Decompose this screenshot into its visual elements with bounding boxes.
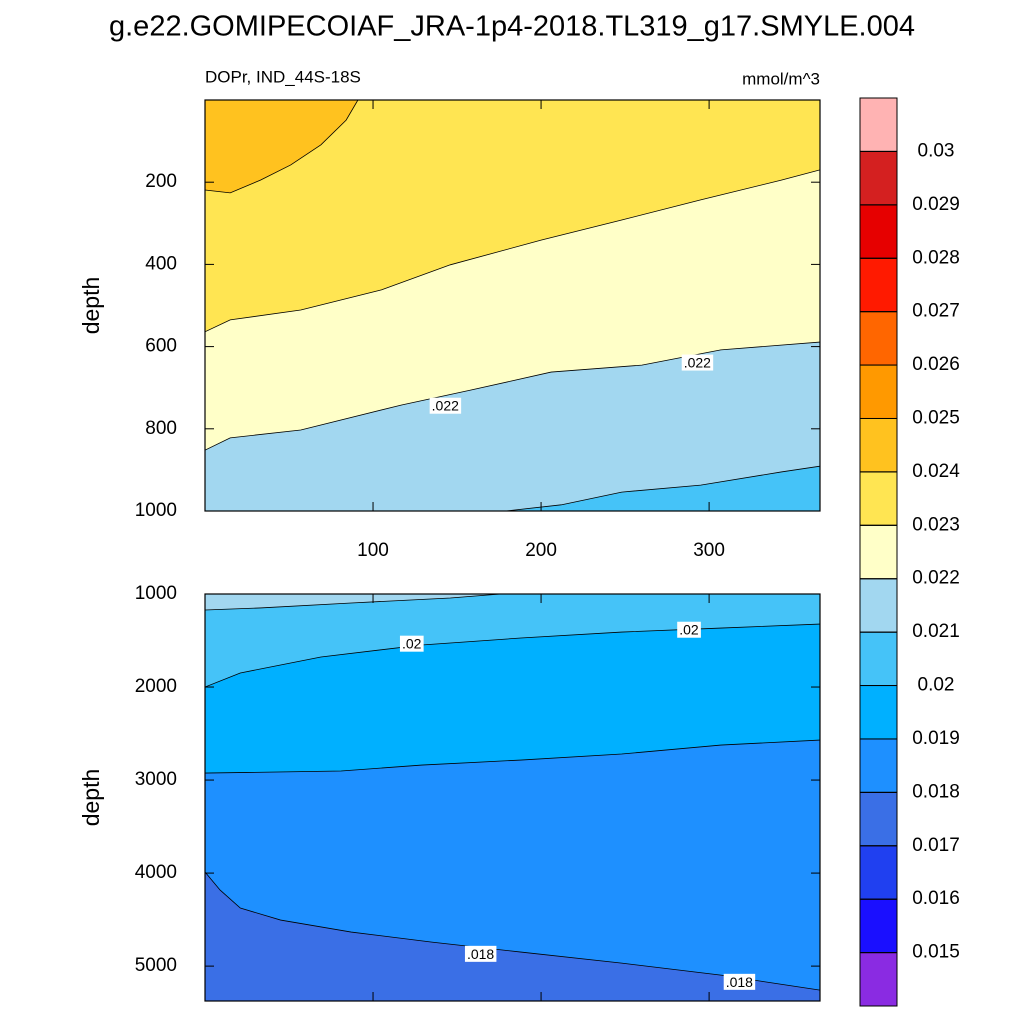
colorbar-label: 0.029 (912, 194, 960, 215)
contour-line (205, 594, 501, 611)
y-tick-label: 1000 (135, 583, 177, 604)
contour-line (205, 871, 820, 991)
contour-fill (205, 100, 820, 332)
contour-fill (205, 100, 358, 193)
y-axis-label: depth (78, 769, 104, 827)
colorbar-box (859, 97, 898, 152)
contour-line (505, 465, 820, 511)
contour-label: .018 (723, 973, 756, 990)
colorbar-label: 0.026 (912, 354, 960, 375)
colorbar-label: 0.024 (912, 461, 960, 482)
colorbar-label: 0.02 (918, 675, 955, 696)
contour-label-text: .02 (402, 636, 422, 652)
colorbar-label: 0.028 (912, 247, 960, 268)
plot-area: .022 .022 (205, 100, 820, 511)
colorbar-box (859, 631, 898, 687)
contour-label-bg (677, 621, 701, 638)
y-tick-label: 2000 (135, 676, 177, 697)
contour-label: .018 (464, 945, 497, 962)
y-tick-label: 1000 (135, 500, 177, 521)
colorbar-box (859, 791, 898, 847)
contour-line (205, 623, 820, 688)
contour-label: .022 (429, 397, 462, 414)
colorbar-box (859, 257, 898, 313)
colorbar-box (859, 578, 898, 633)
colorbar-box (859, 898, 898, 954)
contour-label-text: .018 (467, 946, 494, 962)
panel-subtitle: DOPr, IND_44S-18S (205, 67, 361, 86)
contour-label-text: .022 (432, 398, 459, 414)
contour-line (205, 169, 820, 333)
colorbar-box (859, 952, 898, 1007)
contour-label-bg (681, 354, 714, 371)
colorbar-box (859, 471, 898, 526)
x-tick-label: 300 (693, 540, 725, 561)
colorbar-label: 0.016 (912, 888, 960, 909)
colorbar-box (859, 845, 898, 900)
x-tick-label: 100 (357, 540, 389, 561)
contour-label-bg (429, 397, 462, 414)
y-tick-label: 400 (145, 253, 177, 274)
contour-label: .02 (677, 621, 701, 638)
plot-frame (204, 593, 821, 1002)
contour-label-text: .022 (684, 355, 711, 371)
colorbar-label: 0.018 (912, 781, 960, 802)
colorbar-label: 0.022 (912, 568, 960, 589)
contour-label-text: .02 (679, 622, 699, 638)
colorbar-box (859, 524, 898, 580)
contour-fill (205, 594, 501, 611)
y-axis-label: depth (78, 277, 104, 335)
plot-frame (204, 99, 821, 512)
colorbar-box (859, 150, 898, 206)
colorbar-label: 0.015 (912, 942, 960, 963)
contour-line (205, 739, 820, 774)
contour-line (205, 100, 359, 194)
contour-label: .022 (681, 354, 714, 371)
y-tick-label: 800 (145, 418, 177, 439)
colorbar-label: 0.025 (912, 407, 960, 428)
colorbar-label: 0.027 (912, 301, 960, 322)
y-tick-label: 600 (145, 336, 177, 357)
colorbar-box (859, 364, 898, 419)
colorbar-box (859, 311, 898, 366)
y-tick-label: 3000 (135, 769, 177, 790)
contour-label-bg (464, 945, 497, 962)
contour-label: .02 (399, 635, 424, 652)
colorbar-box (859, 685, 898, 740)
colorbar-box (859, 738, 898, 793)
colorbar-label: 0.03 (918, 140, 955, 161)
colorbar-box (859, 204, 898, 259)
colorbar-label: 0.023 (912, 514, 960, 535)
contour-label-text: .018 (726, 974, 753, 990)
colorbar-box (859, 417, 898, 473)
plot-area: .02 .02 .018 .018 (205, 594, 820, 1001)
panel-units: mmol/m^3 (742, 69, 820, 88)
y-tick-label: 5000 (135, 955, 177, 976)
y-tick-label: 4000 (135, 862, 177, 883)
x-tick-label: 200 (525, 540, 557, 561)
contour-label-bg (399, 635, 424, 652)
contour-label-bg (723, 973, 756, 990)
colorbar-label: 0.021 (912, 621, 960, 642)
colorbar-label: 0.017 (912, 835, 960, 856)
figure-title: g.e22.GOMIPECOIAF_JRA-1p4-2018.TL319_g17… (109, 11, 915, 43)
y-tick-label: 200 (145, 171, 177, 192)
contour-fill (205, 594, 820, 688)
colorbar-label: 0.019 (912, 728, 960, 749)
